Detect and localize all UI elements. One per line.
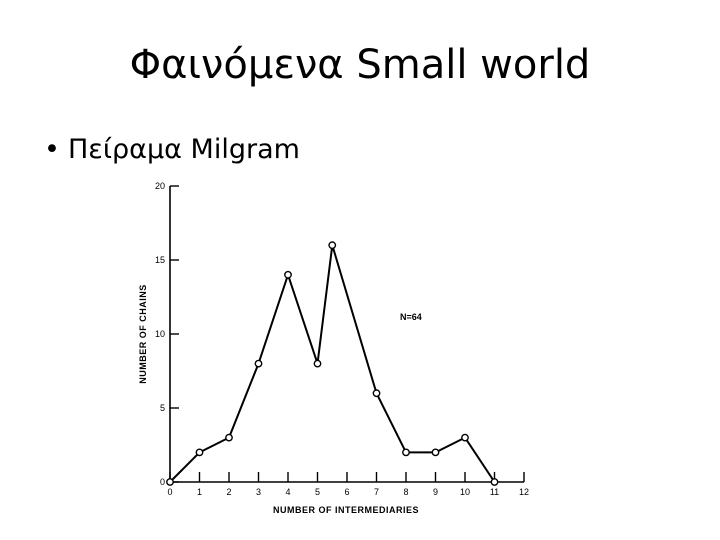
x-axis: 0 1 2 3 4 5 6 7 8 9 10 11 12 NUMBER OF INTERMEDIARIE… [167, 472, 529, 515]
x-tick-label-10: 10 [460, 487, 470, 497]
x-tick-label-6: 6 [344, 487, 349, 497]
data-point-7 [372, 389, 381, 398]
y-tick-label-15: 15 [155, 255, 165, 265]
data-point-2 [225, 433, 233, 442]
y-tick-label-5: 5 [160, 403, 165, 413]
x-tick-label-0: 0 [167, 487, 172, 497]
x-tick-label-3: 3 [256, 487, 261, 497]
data-point-1 [195, 448, 204, 457]
x-tick-label-7: 7 [374, 487, 379, 497]
data-point-10 [461, 433, 469, 442]
y-tick-label-10: 10 [155, 329, 165, 339]
bullet-marker: • [44, 134, 60, 165]
data-point-11 [490, 478, 499, 486]
slide-title: Φαινόμενα Small world [129, 42, 591, 88]
x-tick-label-4: 4 [285, 487, 290, 497]
series-points [166, 241, 499, 486]
data-point-5 [313, 359, 322, 368]
x-ticks: 0 1 2 3 4 5 6 7 8 9 10 11 12 [167, 472, 529, 497]
bullet-item: • Πείραμα Milgram [44, 134, 300, 165]
y-tick-label-0: 0 [160, 477, 165, 487]
series-group [166, 241, 499, 486]
x-tick-label-12: 12 [519, 487, 529, 497]
x-tick-label-8: 8 [403, 487, 408, 497]
n-annotation: N=64 [400, 312, 422, 322]
x-tick-label-5: 5 [315, 487, 320, 497]
y-tick-label-20: 20 [155, 181, 165, 191]
data-point-6 [328, 241, 337, 250]
data-point-8 [402, 448, 410, 457]
series-line [169, 244, 496, 483]
data-point-3 [254, 359, 263, 368]
y-axis: 0 5 10 15 20 NUMBER OF CHAINS [138, 181, 179, 487]
x-tick-label-2: 2 [226, 487, 231, 497]
x-tick-label-9: 9 [433, 487, 438, 497]
y-axis-label: NUMBER OF CHAINS [138, 284, 148, 384]
data-point-9 [431, 448, 440, 457]
data-point-4 [284, 270, 292, 279]
data-point-0 [166, 478, 174, 486]
x-tick-label-1: 1 [197, 487, 202, 497]
y-ticks: 0 5 10 15 20 [155, 181, 179, 487]
x-tick-label-11: 11 [490, 487, 499, 497]
x-axis-label: NUMBER OF INTERMEDIARIES [273, 505, 419, 515]
bullet-text: Πείραμα Milgram [68, 134, 300, 165]
